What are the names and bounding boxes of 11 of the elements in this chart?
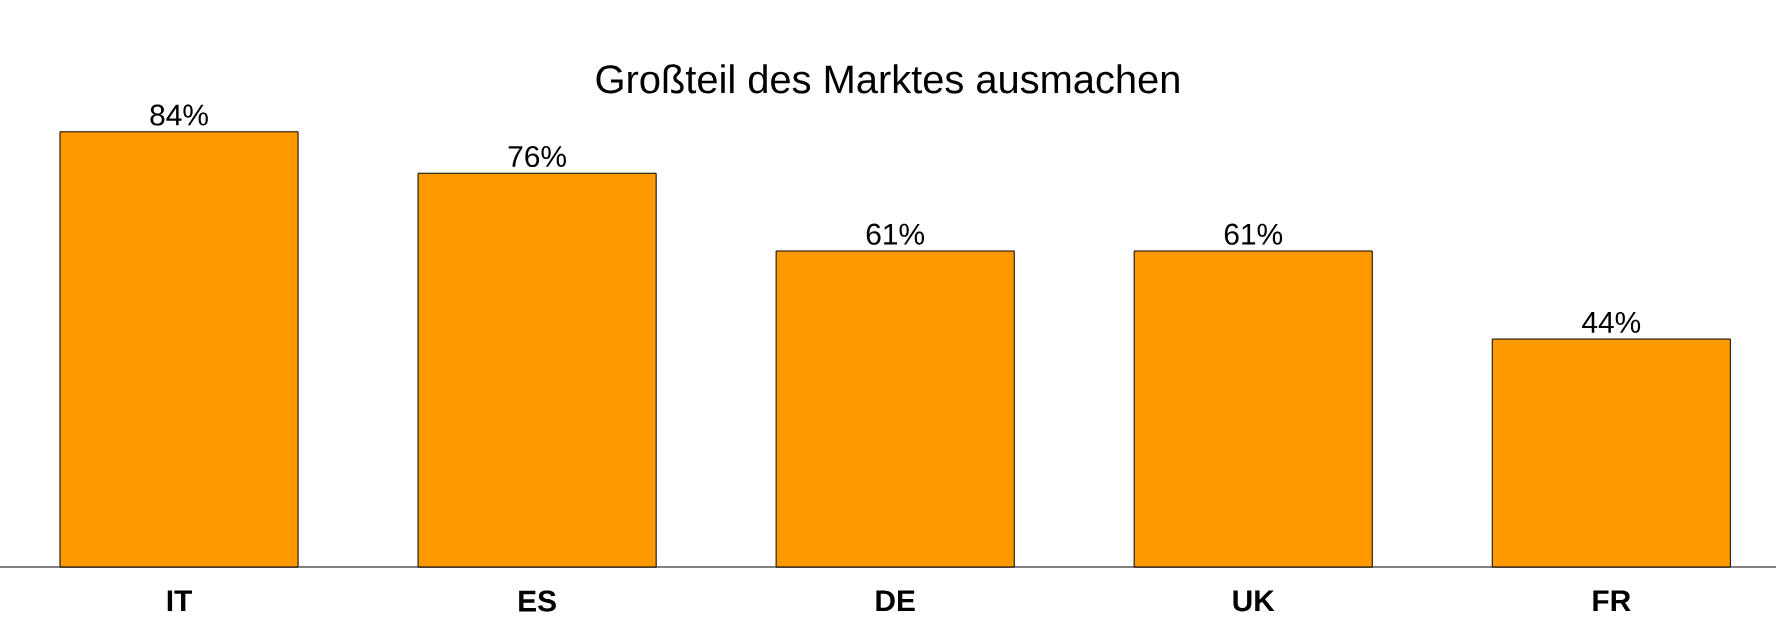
data-label: 61% (866, 223, 925, 245)
x-tick-label: ES (519, 590, 556, 612)
data-label: 84% (150, 104, 208, 126)
data-label: 76% (508, 145, 566, 168)
data-label: 61% (1224, 223, 1283, 245)
chart-title: Großteil des Marktes ausmachen (596, 64, 1179, 94)
x-tick-label: FR (1593, 590, 1631, 612)
data-label: 44% (1582, 311, 1641, 333)
x-tick-label: UK (1233, 590, 1275, 612)
x-tick-label: DE (876, 590, 915, 612)
x-tick-label: IT (167, 590, 192, 612)
